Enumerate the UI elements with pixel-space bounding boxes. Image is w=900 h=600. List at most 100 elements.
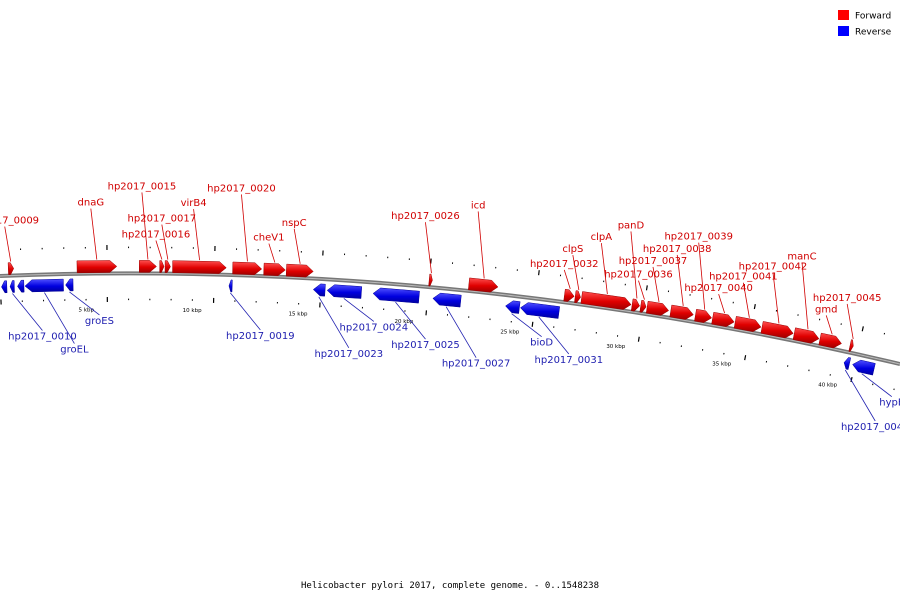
- gene-label: panD: [618, 220, 645, 231]
- gene-label: hp2017_0027: [442, 359, 511, 370]
- gene-label: hp2017_0025: [391, 340, 460, 351]
- forward-gene-arrow[interactable]: [733, 316, 762, 332]
- major-tick: [861, 326, 864, 332]
- gene-label: groES: [85, 316, 114, 327]
- forward-gene-arrow[interactable]: [760, 321, 794, 339]
- forward-gene-arrow[interactable]: [580, 291, 632, 310]
- label-leader-line: [141, 192, 149, 260]
- forward-gene-arrow[interactable]: [428, 273, 433, 287]
- label-leader-line: [511, 313, 542, 338]
- label-leader-line: [241, 194, 248, 262]
- major-tick: [538, 270, 540, 276]
- label-leader-line: [742, 282, 750, 318]
- map-caption: Helicobacter pylori 2017, complete genom…: [301, 581, 599, 591]
- reverse-gene-arrow[interactable]: [9, 280, 15, 293]
- gene-label: hp2017_0020: [207, 183, 276, 194]
- label-leader-line: [193, 209, 200, 261]
- reverse-gene-arrow[interactable]: [326, 284, 363, 299]
- forward-gene-arrow[interactable]: [792, 327, 820, 344]
- reverse-gene-arrow[interactable]: [372, 287, 420, 304]
- label-leader-line: [676, 254, 684, 306]
- forward-gene-arrow[interactable]: [563, 288, 575, 302]
- reverse-gene-arrow[interactable]: [852, 359, 876, 376]
- forward-gene-arrow[interactable]: [7, 262, 14, 275]
- label-leader-line: [718, 294, 726, 314]
- forward-gene-arrow[interactable]: [159, 260, 165, 273]
- forward-gene-arrow[interactable]: [818, 332, 842, 349]
- tick-label: 25 kbp: [500, 330, 519, 336]
- forward-gene-arrow[interactable]: [172, 260, 227, 274]
- gene-label: hp2017_0024: [340, 322, 409, 333]
- reverse-gene-arrow[interactable]: [520, 302, 560, 319]
- tick-label: 10 kbp: [183, 308, 202, 314]
- labels-layer: hp2017_0009hp2017_0010groELgroESdnaGhp20…: [0, 181, 900, 433]
- forward-gene-arrow[interactable]: [848, 339, 854, 352]
- gene-label: hp2017_0031: [535, 355, 604, 366]
- forward-gene-arrow[interactable]: [139, 260, 157, 273]
- gene-label: hp2017_0026: [391, 211, 460, 222]
- label-leader-line: [230, 292, 261, 331]
- label-leader-line: [268, 243, 276, 263]
- reverse-gene-arrow[interactable]: [432, 292, 462, 308]
- label-leader-line: [846, 303, 854, 340]
- major-tick: [531, 321, 534, 327]
- label-leader-line: [563, 269, 571, 289]
- forward-gene-arrow[interactable]: [76, 260, 118, 274]
- gene-label: hp2017_0023: [314, 349, 383, 360]
- forward-gene-arrow[interactable]: [694, 308, 712, 323]
- label-leader-line: [161, 224, 169, 260]
- forward-gene-arrow[interactable]: [232, 261, 263, 275]
- gene-label: hp2017_0045: [813, 293, 882, 304]
- reverse-gene-arrow[interactable]: [24, 278, 64, 293]
- gene-label: hp2017_0010: [8, 332, 77, 343]
- forward-gene-arrow[interactable]: [669, 304, 694, 320]
- gene-label: hp2017_0047: [841, 422, 900, 433]
- label-leader-line: [572, 254, 580, 291]
- label-leader-line: [343, 298, 375, 322]
- reverse-gene-arrow[interactable]: [17, 279, 25, 293]
- reverse-gene-arrow[interactable]: [65, 278, 74, 292]
- reverse-gene-arrow[interactable]: [228, 279, 233, 293]
- label-leader-line: [477, 211, 485, 279]
- forward-gene-arrow[interactable]: [711, 311, 735, 327]
- label-leader-line: [538, 316, 570, 355]
- label-leader-line: [395, 301, 426, 340]
- leaders-layer: [4, 192, 893, 422]
- ticks-layer: 5 kbp 10 kbp 15 kbp 20 kbp 25 kbp 30 kbp 35 kb…: [0, 244, 895, 391]
- gene-label: hp2017_0009: [0, 216, 39, 227]
- major-tick: [637, 336, 640, 342]
- reverse-gene-arrow[interactable]: [1, 280, 8, 294]
- gene-label: hp2017_0037: [619, 256, 688, 267]
- reverse-gene-arrow[interactable]: [843, 357, 852, 370]
- major-tick: [645, 285, 648, 291]
- forward-gene-arrow[interactable]: [574, 290, 581, 304]
- gene-label: dnaG: [78, 198, 105, 209]
- gene-label: clpS: [562, 244, 583, 255]
- label-leader-line: [825, 315, 833, 335]
- gene-label: groEL: [60, 345, 89, 356]
- forward-gene-arrow[interactable]: [468, 277, 499, 293]
- label-leader-line: [801, 262, 809, 330]
- reverse-gene-arrow[interactable]: [312, 283, 326, 297]
- gene-label: hp2017_0032: [530, 259, 599, 270]
- gene-label: nspC: [282, 218, 307, 229]
- gene-label: hp2017_0041: [709, 272, 778, 283]
- gene-label: hp2017_0015: [108, 181, 177, 192]
- forward-gene-arrow[interactable]: [639, 299, 647, 313]
- label-leader-line: [698, 242, 706, 310]
- forward-gene-arrow[interactable]: [164, 260, 171, 273]
- reverse-gene-arrow[interactable]: [505, 300, 521, 314]
- major-tick: [753, 303, 756, 310]
- forward-gene-arrow[interactable]: [285, 263, 314, 278]
- forward-gene-arrow[interactable]: [630, 298, 640, 312]
- tick-label: 30 kbp: [606, 344, 625, 350]
- major-tick: [850, 376, 853, 383]
- forward-gene-arrow[interactable]: [263, 262, 286, 276]
- label-leader-line: [12, 293, 43, 331]
- gene-label: hp2017_0036: [604, 270, 673, 281]
- forward-gene-arrow[interactable]: [645, 300, 670, 316]
- label-leader-line: [293, 228, 301, 264]
- gene-label: bioD: [530, 338, 553, 349]
- tick-label: 15 kbp: [289, 312, 308, 318]
